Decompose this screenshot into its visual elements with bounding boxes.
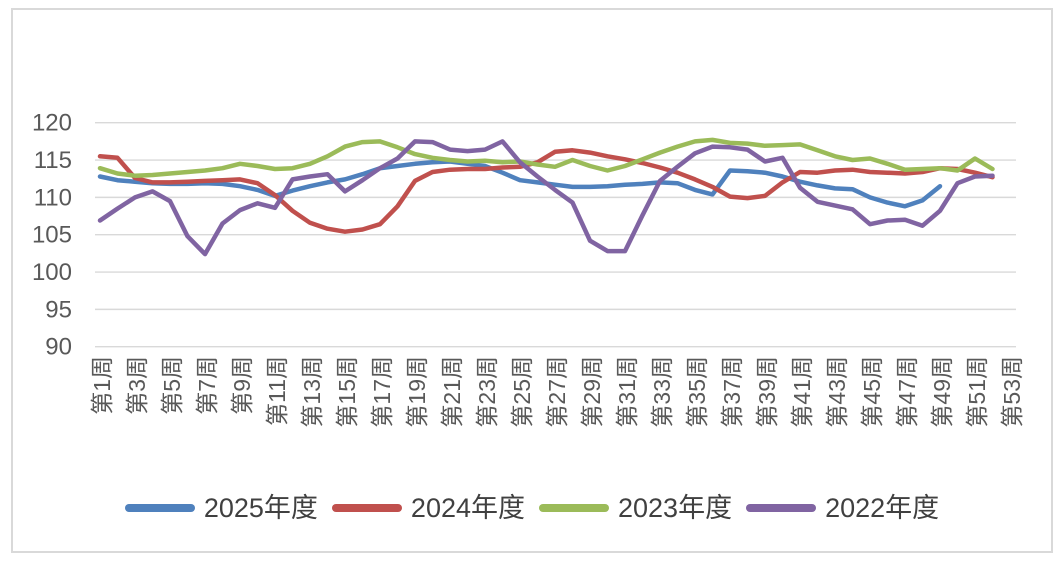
x-axis-tick-label: 第13周 [299, 356, 325, 428]
x-axis-tick-label: 第3周 [124, 356, 150, 415]
y-axis-tick-label: 110 [34, 184, 72, 211]
legend-item-2025[interactable]: 2025年度 [124, 492, 318, 523]
x-axis-tick-label: 第5周 [159, 356, 185, 415]
x-axis-tick-label: 第43周 [824, 356, 850, 428]
x-axis-tick-label: 第21周 [439, 356, 465, 428]
y-axis-tick-label: 105 [32, 222, 72, 249]
legend-label: 2025年度 [203, 492, 318, 523]
legend-label: 2023年度 [618, 492, 733, 523]
x-axis-tick-label: 第23周 [474, 356, 500, 428]
x-axis-tick-label: 第41周 [789, 356, 815, 428]
x-axis-tick-label: 第31周 [614, 356, 640, 428]
x-axis-tick-label: 第53周 [999, 356, 1025, 428]
y-axis-tick-label: 90 [45, 334, 72, 361]
legend-label: 2024年度 [410, 492, 525, 523]
legend-item-2022[interactable]: 2022年度 [746, 492, 940, 523]
series-line-2023 [97, 137, 995, 178]
x-axis-tick-label: 第29周 [579, 356, 605, 428]
legend-line-swatch [124, 504, 195, 512]
legend-line-swatch [331, 504, 402, 512]
y-axis-tick-label: 120 [32, 110, 72, 137]
x-axis-tick-label: 第9周 [229, 356, 255, 415]
chart-legend: 2025年度 2024年度 2023年度 2022年度 [0, 488, 1064, 528]
legend-label: 2022年度 [825, 492, 940, 523]
legend-line-swatch [539, 504, 609, 512]
legend-item-2023[interactable]: 2023年度 [539, 492, 733, 523]
x-axis-tick-label: 第45周 [859, 356, 885, 428]
x-axis-tick-label: 第35周 [684, 356, 710, 428]
x-axis-tick-label: 第47周 [894, 356, 920, 428]
x-axis-tick-label: 第17周 [369, 356, 395, 428]
y-axis-tick-label: 100 [32, 259, 72, 286]
y-axis-tick-label: 95 [45, 296, 72, 323]
x-axis-tick-label: 第15周 [334, 356, 360, 428]
legend-line-swatch [746, 504, 817, 512]
x-axis-tick-label: 第1周 [89, 356, 115, 415]
y-axis-tick-label: 115 [34, 147, 72, 174]
legend-item-2024[interactable]: 2024年度 [331, 492, 525, 523]
series-line-2024 [97, 148, 995, 234]
x-axis-tick-label: 第51周 [964, 356, 990, 428]
x-axis-tick-label: 第37周 [719, 356, 745, 428]
series-line-2025 [97, 159, 943, 209]
x-axis-tick-label: 第27周 [544, 356, 570, 428]
x-axis-tick-label: 第33周 [649, 356, 675, 428]
x-axis-tick-label: 第25周 [509, 356, 535, 428]
chart-frame[interactable] [11, 8, 1053, 553]
x-axis-tick-label: 第19周 [404, 356, 430, 428]
x-axis-tick-label: 第49周 [929, 356, 955, 428]
x-axis-tick-label: 第11周 [264, 356, 290, 426]
x-axis-tick-label: 第7周 [194, 356, 220, 415]
series-line-2022 [97, 139, 995, 257]
x-axis-tick-label: 第39周 [754, 356, 780, 428]
